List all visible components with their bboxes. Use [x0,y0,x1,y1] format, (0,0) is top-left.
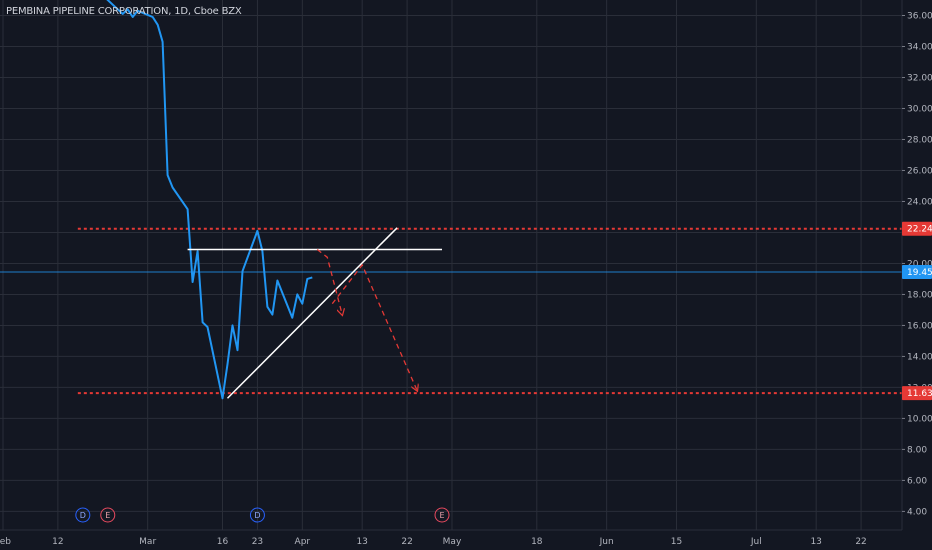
price-tick-label: 18.00 [907,290,932,300]
grid [0,0,902,530]
support-price-tag: 11.63 [907,389,932,399]
resistance-price-tag-background [902,221,932,236]
projection-arrow[interactable] [331,263,417,391]
time-tick-label: Jul [750,537,762,547]
resistance-price-tag: 22.24 [907,225,932,235]
price-tick-label: 30.00 [907,104,932,114]
dividend-marker[interactable]: D [75,507,91,523]
time-tick-label: Feb [0,537,11,547]
current-price-tag-background [902,264,932,279]
event-badge-circle [100,507,116,523]
dividend-marker[interactable]: D [249,507,265,523]
time-tick-label: 18 [531,537,543,547]
chart-title: PEMBINA PIPELINE CORPORATION, 1D, Cboe B… [6,6,242,17]
time-tick-label: 22 [401,537,412,547]
earnings-marker[interactable]: E [100,507,116,523]
event-badge-circle [249,507,265,523]
price-tick-label: 14.00 [907,352,932,362]
event-badge-label: E [439,511,444,520]
price-series [106,0,313,400]
price-tick-label: 24.00 [907,197,932,207]
price-tick-label: 32.00 [907,73,932,83]
event-badge-circle [434,507,450,523]
event-badge-circle [75,507,91,523]
time-axis-background [0,530,932,550]
time-tick-label: 23 [252,537,263,547]
ascending-trendline[interactable] [226,227,398,399]
price-tick-label: 34.00 [907,42,932,52]
price-tick-label: 8.00 [907,445,927,455]
event-badge-label: E [105,511,110,520]
event-badge-label: D [80,511,86,520]
earnings-marker[interactable]: E [434,507,450,523]
price-tick-label: 20.00 [907,259,932,269]
time-tick-label: 16 [217,537,229,547]
time-tick-label: 12 [52,537,63,547]
time-tick-label: May [443,537,462,547]
price-tick-label: 4.00 [907,507,927,517]
price-line [106,0,313,400]
current-price-tag: 19.45 [907,268,932,278]
price-tick-label: 28.00 [907,135,932,145]
price-tick-label: 26.00 [907,166,932,176]
time-tick-label: Mar [139,537,156,547]
time-tick-label: 13 [356,537,367,547]
time-axis[interactable]: Feb 12 Mar 16 23 Apr 13 22 May 18 Jun 15 Jul 13 22 [0,529,932,550]
pattern-drawings[interactable] [187,227,443,399]
price-tick-label: 16.00 [907,321,932,331]
support-price-tag-background [902,386,932,401]
price-tick-label: 6.00 [907,476,927,486]
time-tick-label: 22 [855,537,866,547]
horizontal-levels[interactable] [0,227,902,395]
time-tick-label: 13 [810,537,821,547]
time-tick-label: Jun [599,537,614,547]
time-tick-label: Apr [295,537,311,547]
projection-arrow[interactable] [316,248,342,315]
event-badge-label: D [254,511,260,520]
price-tick-label: 36.00 [907,11,932,21]
time-tick-label: 15 [671,537,682,547]
price-tags: 22.24 19.45 11.63 [902,221,932,401]
price-tick-label: 10.00 [907,414,932,424]
